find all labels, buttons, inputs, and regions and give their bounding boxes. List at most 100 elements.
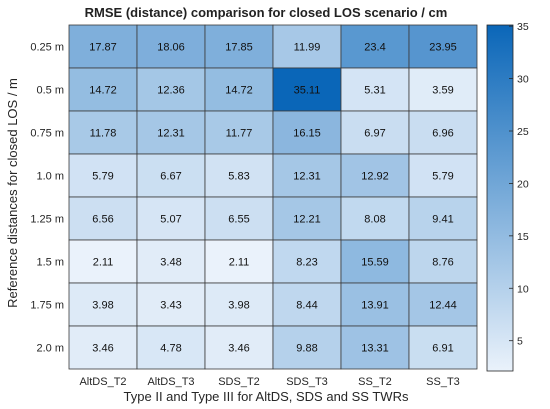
x-tick-label: AltDS_T2 [79, 376, 126, 388]
cell-value-label: 3.46 [92, 343, 113, 355]
cell-value-label: 5.83 [228, 171, 249, 183]
cell-value-label: 12.44 [429, 300, 457, 312]
cell-value-label: 23.95 [429, 42, 457, 54]
x-tick-label: SDS_T2 [218, 376, 260, 388]
cell-value-label: 12.31 [293, 171, 321, 183]
cell-value-label: 8.08 [364, 214, 385, 226]
heatmap-cell [408, 282, 478, 327]
cell-value-label: 8.44 [296, 300, 317, 312]
cell-value-label: 3.46 [228, 343, 249, 355]
cell-value-label: 6.96 [432, 128, 453, 140]
cell-value-label: 9.41 [432, 214, 453, 226]
y-tick-label: 1.25 m [30, 214, 64, 226]
x-tick-label: AltDS_T3 [147, 376, 194, 388]
cell-value-label: 18.06 [157, 42, 185, 54]
colorbar-tick-label: 30 [517, 74, 529, 86]
heatmap-cell [272, 24, 342, 69]
cell-value-label: 13.91 [361, 300, 389, 312]
cell-value-label: 35.11 [294, 85, 321, 97]
y-tick-label: 1.75 m [30, 300, 64, 312]
cell-value-label: 6.56 [92, 214, 113, 226]
heatmap-cell [340, 153, 410, 198]
heatmap-cell [272, 110, 342, 155]
heatmap-cell [68, 282, 138, 327]
heatmap-cell [272, 325, 342, 370]
colorbar-ticks: 5 10 15 20 25 30 35 [509, 21, 529, 348]
cell-value-label: 15.59 [361, 257, 389, 269]
cell-value-label: 11.99 [294, 42, 321, 54]
cell-value-label: 5.31 [364, 85, 385, 97]
heatmap-cell [204, 325, 274, 370]
cell-value-label: 2.11 [229, 257, 250, 269]
cell-value-label: 23.4 [364, 42, 385, 54]
heatmap-cell [408, 325, 478, 370]
cell-value-label: 3.59 [432, 85, 453, 97]
heatmap-cell [408, 67, 478, 112]
x-tick-labels: AltDS_T2 AltDS_T3 SDS_T2 SDS_T3 SS_T2 SS_T3 [79, 376, 459, 388]
cell-value-label: 6.91 [432, 343, 453, 355]
colorbar [486, 24, 514, 372]
colorbar-tick-label: 5 [517, 336, 523, 348]
cell-value-label: 8.23 [296, 257, 317, 269]
cell-value-label: 2.11 [93, 257, 114, 269]
colorbar-tick-label: 25 [517, 126, 529, 138]
cell-value-label: 3.98 [92, 300, 113, 312]
heatmap-cell [204, 153, 274, 198]
y-tick-label: 1.0 m [36, 171, 64, 183]
cell-value-label: 6.97 [364, 128, 385, 140]
cell-value-label: 5.79 [432, 171, 453, 183]
heatmap-cell [68, 153, 138, 198]
heatmap-cell [68, 24, 138, 69]
heatmap-cell [272, 196, 342, 241]
heatmap-cell [68, 325, 138, 370]
cell-value-label: 12.36 [157, 85, 185, 97]
cell-value-label: 13.31 [361, 343, 389, 355]
cell-value-label: 14.72 [89, 85, 117, 97]
y-tick-label: 1.5 m [36, 257, 64, 269]
cell-value-label: 5.07 [160, 214, 181, 226]
colorbar-tick-label: 15 [517, 231, 529, 243]
heatmap-cell [204, 24, 274, 69]
x-axis-label: Type II and Type III for AltDS, SDS and … [124, 389, 409, 404]
x-tick-label: SDS_T3 [286, 376, 328, 388]
cell-value-label: 16.15 [293, 128, 321, 140]
cell-value-label: 12.31 [157, 128, 185, 140]
cell-value-label: 11.78 [90, 128, 117, 140]
heatmap-cell [272, 67, 342, 112]
heatmap-cell [408, 196, 478, 241]
heatmap-cell [136, 110, 206, 155]
heatmap-cell [272, 153, 342, 198]
y-tick-label: 2.0 m [36, 343, 64, 355]
y-tick-label: 0.25 m [30, 42, 64, 54]
heatmap-cell [408, 110, 478, 155]
cell-value-label: 14.72 [225, 85, 253, 97]
heatmap-cell [136, 153, 206, 198]
cell-value-label: 5.79 [92, 171, 113, 183]
x-tick-label: SS_T2 [358, 376, 392, 388]
colorbar-tick-label: 35 [517, 21, 529, 33]
cell-value-label: 9.88 [296, 343, 317, 355]
y-axis-label: Reference distances for closed LOS / m [5, 78, 20, 308]
heatmap-cell [68, 239, 138, 284]
cell-value-label: 6.55 [228, 214, 249, 226]
colorbar-tick-label: 20 [517, 178, 529, 190]
cell-value-label: 17.87 [89, 42, 117, 54]
heatmap-cell [408, 239, 478, 284]
heatmap-cell [408, 153, 478, 198]
heatmap-cell [68, 196, 138, 241]
heatmap-cell [340, 325, 410, 370]
y-tick-labels: 0.25 m 0.5 m 0.75 m 1.0 m 1.25 m 1.5 m 1.75 m 2… [30, 42, 64, 355]
heatmap-cell [136, 67, 206, 112]
heatmap-cells: 17.87 18.06 17.85 11.99 23.4 23.95 14.72 12.36 1… [68, 24, 478, 370]
cell-value-label: 12.92 [361, 171, 389, 183]
heatmap-cell [340, 196, 410, 241]
x-tick-label: SS_T3 [426, 376, 460, 388]
heatmap-cell [136, 282, 206, 327]
cell-value-label: 3.98 [228, 300, 249, 312]
cell-value-label: 3.43 [160, 300, 181, 312]
heatmap-cell [272, 282, 342, 327]
y-tick-label: 0.5 m [36, 85, 64, 97]
cell-value-label: 11.77 [226, 128, 253, 140]
heatmap-cell [408, 24, 478, 69]
